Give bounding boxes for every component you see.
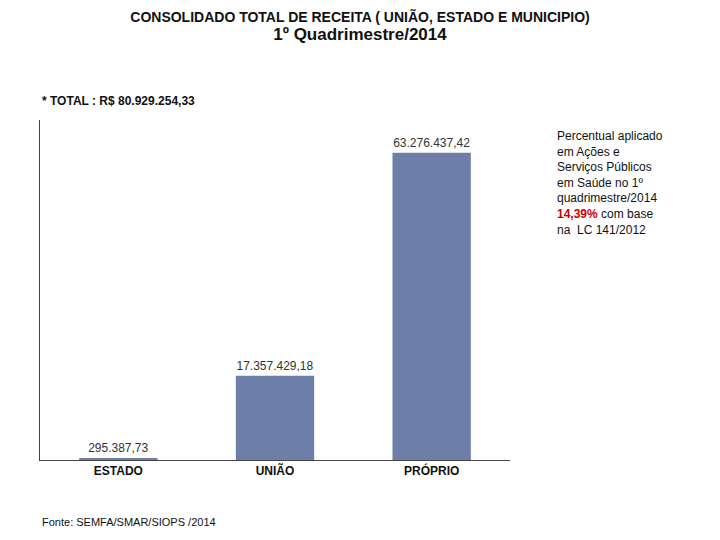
svg-text:PRÓPRIO: PRÓPRIO (404, 463, 459, 478)
svg-text:ESTADO: ESTADO (94, 464, 143, 478)
svg-text:CONSOLIDADO TOTAL DE RECEITA (: CONSOLIDADO TOTAL DE RECEITA ( UNIÃO, ES… (130, 8, 589, 44)
svg-text:Percentual aplicadoem Ações eS: Percentual aplicadoem Ações eServiços Pú… (557, 129, 663, 237)
svg-text:UNIÃO: UNIÃO (256, 463, 295, 478)
svg-text:295.387,73: 295.387,73 (88, 441, 148, 455)
svg-text:Fonte: SEMFA/SMAR/SIOPS /2014: Fonte: SEMFA/SMAR/SIOPS /2014 (42, 516, 216, 528)
svg-text:17.357.429,18: 17.357.429,18 (236, 359, 313, 373)
svg-text:63.276.437,42: 63.276.437,42 (393, 136, 470, 150)
svg-text:* TOTAL : R$ 80.929.254,33: * TOTAL : R$ 80.929.254,33 (42, 94, 195, 108)
